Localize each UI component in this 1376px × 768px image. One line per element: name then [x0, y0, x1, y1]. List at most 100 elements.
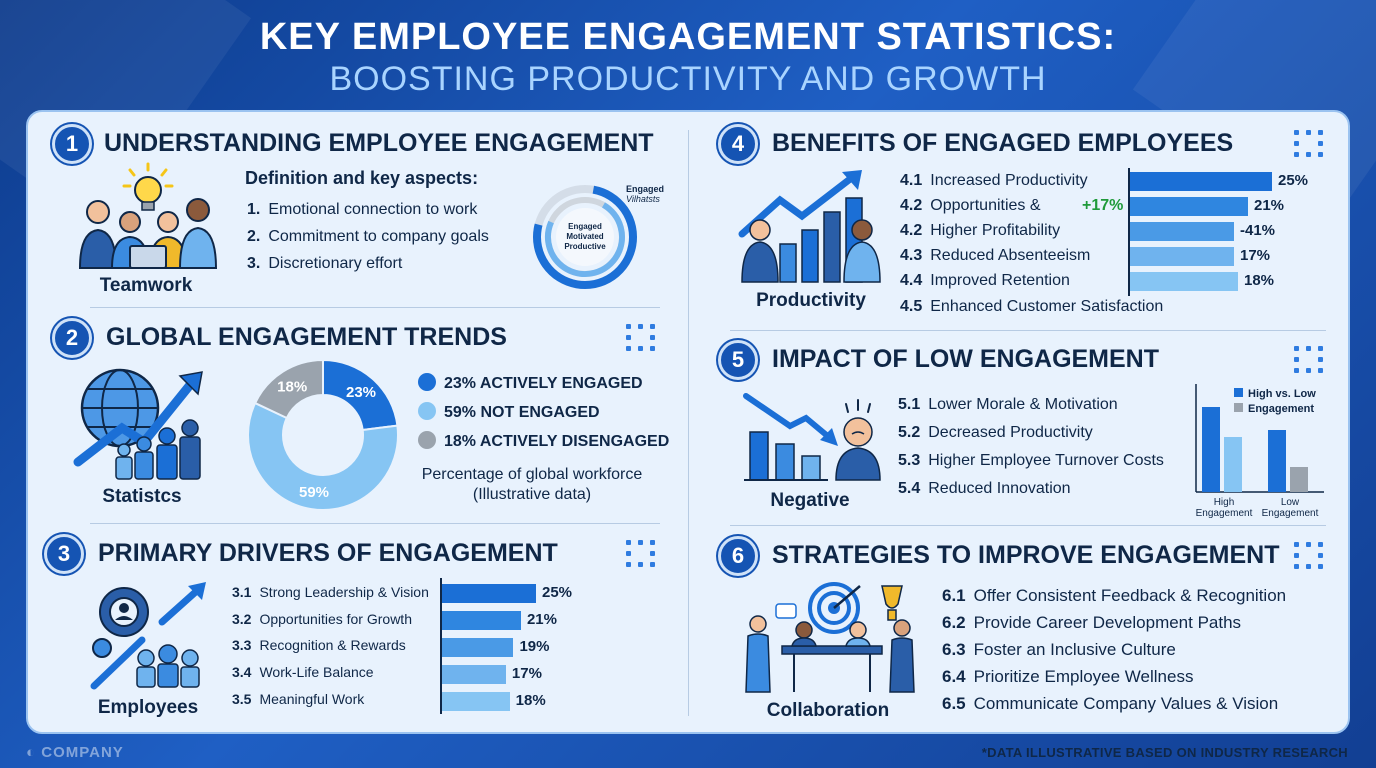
driver-value: 21%	[526, 611, 557, 628]
list-item: 5.1 Lower Morale & Motivation	[898, 396, 1118, 413]
chart-legend: Engagement	[1248, 403, 1314, 415]
row-divider	[730, 525, 1326, 526]
globe-growth-icon	[73, 368, 203, 480]
legend-swatch	[1234, 388, 1243, 397]
benefit-bar	[1130, 197, 1248, 216]
list-item: 3.4 Work-Life Balance	[232, 664, 374, 680]
driver-value: 18%	[515, 692, 546, 709]
list-item: 6.4 Prioritize Employee Wellness	[942, 667, 1194, 686]
benefit-bar	[1130, 272, 1238, 291]
list-item: 6.3 Foster an Inclusive Culture	[942, 640, 1176, 659]
section-3-title: PRIMARY DRIVERS OF ENGAGEMENT	[98, 539, 558, 567]
list-item: 4.2 Opportunities &	[900, 197, 1041, 214]
donut-slice	[253, 358, 324, 420]
list-item: 5.4 Reduced Innovation	[898, 480, 1071, 497]
donut-slice	[322, 358, 399, 432]
engagement-donut-chart: 23% 59% 18%	[247, 358, 399, 511]
list-item: 4.5 Enhanced Customer Satisfaction	[900, 298, 1164, 315]
section-2-caption: Statistcs	[102, 486, 182, 507]
section-1-number: 1	[52, 124, 92, 164]
productivity-growth-icon	[738, 170, 881, 283]
x-tick-label: High	[1214, 497, 1235, 508]
benefit-bar	[1130, 222, 1234, 241]
high-low-bar	[1268, 430, 1286, 492]
section-4-title: BENEFITS OF ENGAGED EMPLOYEES	[772, 129, 1234, 157]
row-divider	[730, 330, 1326, 331]
driver-bar	[442, 638, 514, 657]
list-item: 3. Discretionary effort	[247, 255, 403, 272]
page-title: KEY EMPLOYEE ENGAGEMENT STATISTICS:	[259, 16, 1117, 58]
driver-bar	[442, 665, 506, 684]
list-item: 5.3 Higher Employee Turnover Costs	[898, 452, 1164, 469]
driver-value: 19%	[519, 638, 550, 655]
section-3-caption: Employees	[97, 697, 199, 718]
donut-slice-label: 59%	[299, 484, 329, 501]
list-item: 6.2 Provide Career Development Paths	[942, 613, 1242, 632]
high-low-bar	[1202, 407, 1220, 492]
section-1-caption: Teamwork	[99, 275, 193, 296]
list-item: 4.1 Increased Productivity	[900, 172, 1088, 189]
column-divider	[688, 130, 689, 716]
decorative-dots-icon	[624, 322, 655, 352]
positive-tag: +17%	[1082, 197, 1124, 214]
benefit-bar	[1130, 247, 1234, 266]
list-item: 5.2 Decreased Productivity	[898, 424, 1093, 441]
section-3-number: 3	[44, 534, 84, 574]
driver-bar	[442, 692, 510, 711]
legend-swatch	[418, 431, 436, 449]
donut-slice-label: 18%	[277, 378, 307, 395]
chart-note: Percentage of global workforce	[421, 466, 643, 483]
section-5-caption: Negative	[770, 490, 850, 511]
list-item: 1. Emotional connection to work	[247, 201, 478, 218]
benefit-value: 21%	[1254, 197, 1285, 214]
list-item: 6.5 Communicate Company Values & Vision	[942, 694, 1279, 713]
benefit-value: 18%	[1244, 272, 1275, 289]
benefit-value: -41%	[1240, 222, 1276, 239]
collaboration-icon	[745, 582, 915, 693]
section-4-number: 4	[718, 124, 758, 164]
driver-bar	[442, 584, 536, 603]
row-divider	[90, 307, 660, 308]
teamwork-illustration-icon	[78, 162, 218, 269]
driver-bar	[442, 611, 521, 630]
benefit-value: 17%	[1240, 247, 1271, 264]
section-6-caption: Collaboration	[766, 700, 890, 721]
section-1-subtitle: Definition and key aspects:	[245, 168, 479, 188]
high-low-bar	[1290, 467, 1308, 492]
company-logo-icon: ◐	[26, 744, 42, 761]
page-subtitle: BOOSTING PRODUCTIVITY AND GROWTH	[329, 60, 1047, 98]
chart-note: (Illustrative data)	[472, 486, 592, 503]
section-2-title: GLOBAL ENGAGEMENT TRENDS	[106, 323, 507, 351]
legend-swatch	[1234, 403, 1243, 412]
list-item: 2. Commitment to company goals	[247, 228, 489, 245]
donut-slice	[247, 401, 399, 511]
high-low-bar	[1224, 437, 1242, 492]
decorative-dots-icon	[1292, 540, 1323, 570]
driver-value: 25%	[542, 584, 573, 601]
driver-value: 17%	[511, 665, 542, 682]
legend-swatch	[418, 402, 436, 420]
section-5-title: IMPACT OF LOW ENGAGEMENT	[772, 345, 1160, 373]
ring-center-label: Engaged Motivated Productive	[564, 222, 606, 251]
company-logo: ◐ COMPANY	[26, 744, 124, 761]
footnote: *DATA ILLUSTRATIVE BASED ON INDUSTRY RES…	[981, 745, 1348, 760]
section-4-caption: Productivity	[756, 290, 866, 311]
list-item: 3.1 Strong Leadership & Vision	[232, 584, 429, 600]
declining-chart-icon	[743, 393, 881, 481]
ring-side-label: Engaged	[626, 184, 665, 194]
section-1-title: UNDERSTANDING EMPLOYEE ENGAGEMENT	[104, 129, 654, 157]
ring-side-label: Vilhatsts	[626, 194, 660, 204]
section-5-number: 5	[718, 340, 758, 380]
list-item: 3.2 Opportunities for Growth	[232, 611, 412, 627]
list-item: 4.2 Higher Profitability	[900, 222, 1061, 239]
decorative-dots-icon	[1292, 344, 1323, 374]
decorative-dots-icon	[1292, 128, 1323, 158]
benefit-bar	[1130, 172, 1272, 191]
benefit-value: 25%	[1278, 172, 1309, 189]
list-item: 3.3 Recognition & Rewards	[232, 637, 406, 653]
section-6-title: STRATEGIES TO IMPROVE ENGAGEMENT	[772, 541, 1280, 569]
row-divider	[90, 523, 660, 524]
bar-axis	[1128, 168, 1130, 296]
legend-swatch	[418, 373, 436, 391]
x-tick-label: Low	[1281, 497, 1300, 508]
